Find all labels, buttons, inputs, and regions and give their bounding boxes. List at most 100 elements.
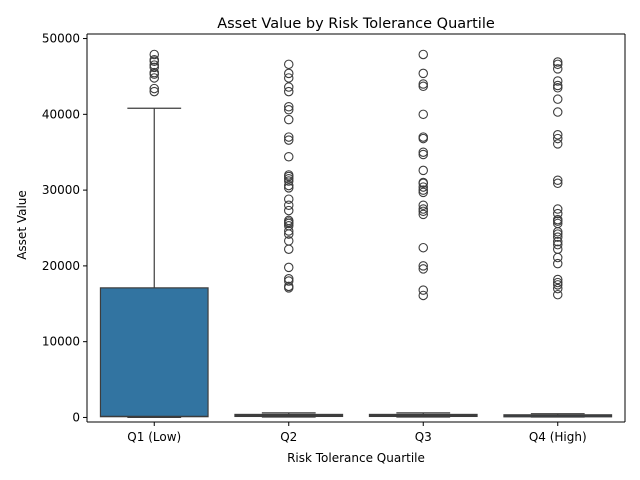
outlier-point bbox=[552, 208, 563, 219]
outlier-point bbox=[552, 244, 563, 254]
outlier-point bbox=[418, 109, 428, 120]
outlier-point bbox=[418, 206, 428, 217]
outlier-point bbox=[418, 264, 428, 274]
outlier-point bbox=[552, 57, 563, 67]
outlier-point bbox=[418, 285, 428, 295]
outlier-point bbox=[283, 194, 294, 204]
outlier-point bbox=[283, 82, 294, 92]
outlier-point bbox=[283, 170, 294, 180]
outlier-point bbox=[552, 94, 563, 104]
plot-area bbox=[99, 49, 613, 419]
outlier-point bbox=[283, 68, 294, 79]
outlier-point bbox=[418, 187, 428, 198]
outlier-point bbox=[552, 175, 563, 186]
outlier-point bbox=[283, 102, 294, 112]
outlier-point bbox=[418, 290, 428, 301]
outlier-point bbox=[418, 49, 428, 60]
outlier-point bbox=[283, 114, 294, 125]
outlier-point bbox=[283, 215, 294, 226]
outlier-point bbox=[283, 281, 294, 292]
outlier-point bbox=[283, 152, 294, 162]
y-tick-label: 20000 bbox=[42, 259, 80, 273]
outlier-point bbox=[552, 76, 563, 86]
outlier-point bbox=[149, 83, 160, 94]
outlier-point bbox=[283, 86, 294, 97]
outlier-point bbox=[552, 80, 563, 91]
outlier-point bbox=[283, 176, 294, 186]
outlier-point bbox=[418, 261, 428, 271]
outlier-point bbox=[552, 130, 563, 140]
outlier-point bbox=[283, 173, 294, 184]
outlier-point bbox=[283, 244, 294, 254]
outlier-point bbox=[552, 229, 563, 239]
outlier-point bbox=[418, 81, 428, 92]
outlier-point bbox=[283, 276, 294, 286]
outlier-point bbox=[552, 236, 563, 247]
outlier-point bbox=[552, 133, 563, 144]
outlier-point bbox=[418, 132, 428, 142]
axes: 0 10000 20000 30000 40000 50000 Q1 (Low) Q2 Q3 Q4… bbox=[42, 32, 626, 444]
outlier-point bbox=[283, 183, 294, 193]
outlier-point bbox=[552, 239, 563, 250]
outlier-point bbox=[283, 226, 294, 236]
outlier-point bbox=[418, 147, 428, 157]
outlier-point bbox=[418, 149, 428, 160]
y-tick-label: 50000 bbox=[42, 32, 80, 46]
outlier-point bbox=[552, 258, 563, 269]
outlier-point bbox=[552, 289, 563, 300]
outlier-point bbox=[283, 262, 294, 273]
outlier-point bbox=[283, 105, 294, 115]
outlier-point bbox=[552, 252, 563, 263]
outlier-point bbox=[552, 83, 563, 93]
outlier-point bbox=[552, 218, 563, 229]
outlier-point bbox=[418, 182, 428, 192]
outlier-point bbox=[283, 59, 294, 70]
box-group bbox=[234, 59, 344, 418]
outlier-point bbox=[149, 86, 160, 97]
x-tick-label: Q3 bbox=[415, 430, 432, 444]
y-tick-label: 0 bbox=[72, 410, 80, 424]
outlier-point bbox=[149, 60, 160, 70]
outlier-point bbox=[418, 242, 428, 253]
outlier-point bbox=[149, 49, 160, 60]
outlier-point bbox=[552, 280, 563, 290]
x-axis-title: Risk Tolerance Quartile bbox=[287, 451, 425, 465]
outlier-point bbox=[552, 283, 563, 294]
x-tick-label: Q4 (High) bbox=[529, 430, 587, 444]
outlier-point bbox=[283, 180, 294, 191]
box-group bbox=[503, 57, 613, 418]
outlier-point bbox=[283, 236, 294, 246]
outlier-point bbox=[418, 209, 428, 220]
outlier-point bbox=[552, 64, 563, 74]
outlier-point bbox=[552, 204, 563, 214]
y-tick-label: 30000 bbox=[42, 183, 80, 197]
outlier-point bbox=[552, 139, 563, 149]
outlier-point bbox=[283, 200, 294, 211]
outlier-point bbox=[552, 107, 563, 117]
outlier-point bbox=[552, 214, 563, 225]
x-tick-label: Q2 bbox=[280, 430, 297, 444]
box-iqr bbox=[99, 287, 209, 418]
x-tick-label: Q1 (Low) bbox=[127, 430, 181, 444]
box-group bbox=[368, 49, 478, 418]
outlier-point bbox=[283, 205, 294, 216]
outlier-point bbox=[283, 132, 294, 142]
outlier-point bbox=[418, 185, 428, 195]
outlier-point bbox=[149, 73, 160, 83]
outlier-point bbox=[149, 67, 160, 78]
outlier-point bbox=[418, 79, 428, 89]
outlier-point bbox=[283, 220, 294, 231]
y-tick-label: 40000 bbox=[42, 107, 80, 121]
box-group bbox=[99, 49, 209, 419]
outlier-point bbox=[552, 274, 563, 285]
outlier-point bbox=[418, 68, 428, 79]
outlier-point bbox=[552, 277, 563, 288]
outlier-point bbox=[418, 165, 428, 176]
y-axis-title: Asset Value bbox=[15, 190, 29, 260]
outlier-point bbox=[418, 200, 428, 211]
y-tick-label: 10000 bbox=[42, 335, 80, 349]
outlier-point bbox=[283, 135, 294, 145]
outlier-point bbox=[418, 177, 428, 188]
